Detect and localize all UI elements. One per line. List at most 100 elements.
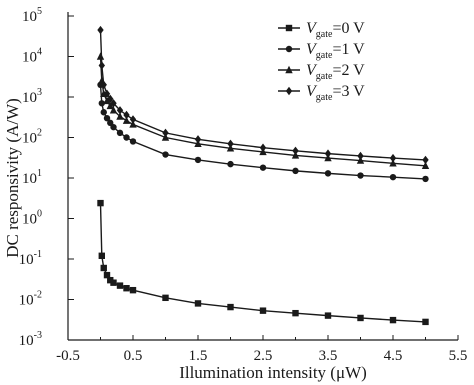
data-point: [110, 123, 117, 131]
data-point: [421, 161, 430, 170]
data-point: [129, 120, 137, 128]
data-point: [123, 110, 130, 120]
data-point: [259, 143, 267, 152]
y-tick-label: 101: [22, 168, 42, 187]
x-tick-label: 4.5: [384, 348, 403, 364]
y-tick-label: 102: [22, 128, 42, 147]
y-tick-exponent: 5: [37, 6, 42, 17]
data-point: [324, 170, 332, 177]
data-point: [100, 80, 107, 90]
data-point: [97, 199, 104, 207]
data-point: [162, 128, 169, 138]
data-point: [129, 138, 137, 145]
data-point: [227, 139, 234, 148]
data-point: [109, 106, 118, 114]
data-point: [97, 25, 104, 35]
data-point: [116, 282, 124, 289]
data-point: [259, 307, 267, 314]
data-point: [103, 271, 111, 279]
y-tick-exponent: 3: [37, 87, 42, 98]
x-tick-label: 3.5: [319, 348, 338, 364]
y-tick-exponent: 2: [37, 128, 42, 139]
data-point: [162, 294, 169, 302]
data-point: [285, 24, 293, 32]
data-point: [292, 309, 299, 317]
data-point: [227, 160, 234, 168]
data-point: [122, 116, 131, 124]
data-point: [324, 149, 332, 158]
legend-item: Vgate=0 V: [278, 20, 365, 40]
legend-label: Vgate=0 V: [306, 20, 365, 40]
legend-item: Vgate=2 V: [278, 62, 365, 82]
data-point: [129, 286, 137, 294]
y-tick-label: 100: [22, 209, 42, 228]
legend-item: Vgate=1 V: [278, 41, 365, 61]
data-point: [103, 96, 111, 105]
series-1: [97, 81, 429, 183]
y-tick-label: 10-1: [19, 249, 42, 268]
x-tick-label: 5.5: [449, 348, 468, 364]
data-point: [107, 94, 114, 104]
y-tick-exponent: 0: [37, 209, 42, 220]
y-tick-exponent: -3: [34, 330, 42, 341]
data-point: [116, 106, 124, 115]
y-tick-label: 105: [22, 6, 42, 25]
data-point: [194, 135, 202, 144]
data-point: [285, 86, 293, 96]
data-point: [285, 45, 293, 53]
legend-label: Vgate=2 V: [306, 62, 365, 82]
data-point: [422, 318, 429, 326]
data-point: [98, 61, 105, 70]
data-point: [389, 153, 397, 163]
data-point: [96, 52, 105, 60]
data-point: [389, 316, 397, 324]
data-point: [110, 279, 117, 286]
data-point: [357, 151, 364, 161]
data-point: [259, 164, 267, 171]
data-point: [324, 312, 332, 319]
data-point: [100, 264, 107, 272]
x-tick-label: 1.5: [189, 348, 208, 364]
series-2: [96, 52, 430, 170]
data-point: [285, 65, 293, 74]
data-point: [357, 314, 364, 322]
data-point: [194, 156, 202, 164]
y-tick-exponent: 1: [37, 168, 42, 179]
data-point: [389, 173, 397, 181]
data-point: [98, 252, 105, 259]
data-point: [123, 134, 130, 141]
series-line: [99, 203, 426, 323]
data-point: [123, 285, 130, 292]
y-tick-exponent: 4: [37, 47, 42, 58]
data-point: [110, 99, 117, 108]
data-point: [292, 167, 299, 175]
y-tick-label: 10-2: [19, 290, 42, 309]
series-layer: [96, 25, 430, 326]
data-point: [422, 175, 429, 183]
series-3: [97, 25, 429, 165]
x-tick-label: -0.5: [56, 348, 80, 364]
series-0: [97, 199, 429, 326]
data-point: [357, 172, 364, 179]
axes: -0.5 0.5 1.5 2.5 3.5 4.5 5.5 1 0 -3 10-2 10-1 100 101…: [19, 6, 468, 364]
data-point: [389, 159, 397, 167]
legend-label: Vgate=3 V: [306, 83, 365, 103]
data-point: [162, 151, 169, 158]
y-tick-exponent: -1: [34, 249, 42, 260]
data-point: [100, 109, 107, 116]
data-point: [103, 89, 111, 98]
x-tick-label: 0.5: [124, 348, 143, 364]
y-tick-label: 103: [22, 87, 42, 106]
x-axis-title: Illumination intensity (μW): [179, 363, 367, 382]
y-tick-label: 104: [22, 47, 42, 66]
data-point: [98, 100, 106, 107]
x-tick-label: 2.5: [254, 348, 273, 364]
data-point: [107, 276, 114, 284]
data-point: [106, 101, 114, 110]
data-point: [292, 146, 299, 155]
data-point: [227, 303, 234, 311]
data-point: [116, 112, 124, 120]
